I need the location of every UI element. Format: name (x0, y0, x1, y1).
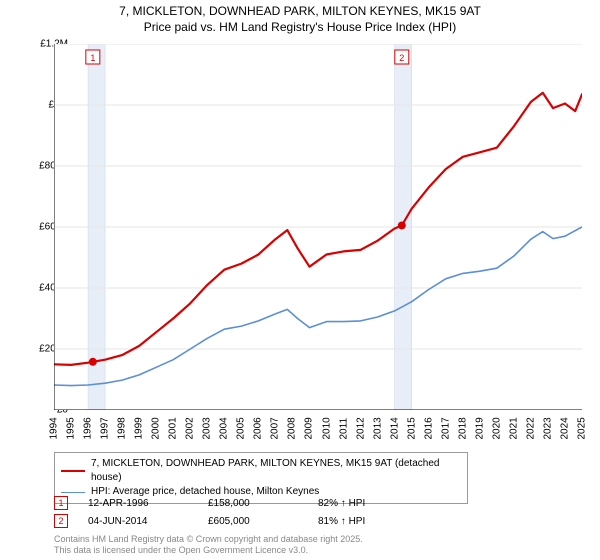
transaction-marker-2: 2 (54, 514, 68, 528)
transaction-date: 12-APR-1996 (88, 498, 188, 509)
x-axis-label: 2010 (321, 428, 332, 440)
transaction-price: £158,000 (208, 498, 298, 509)
x-axis-label: 2020 (491, 428, 502, 440)
x-axis-label: 1994 (49, 428, 60, 440)
x-axis-label: 2019 (474, 428, 485, 440)
transaction-table: 1 12-APR-1996 £158,000 82% ↑ HPI 2 04-JU… (54, 494, 554, 530)
x-axis-label: 1996 (83, 428, 94, 440)
x-axis-label: 1999 (134, 428, 145, 440)
x-axis-label: 2017 (440, 428, 451, 440)
legend-swatch-property (61, 470, 85, 472)
x-axis-label: 2018 (457, 428, 468, 440)
price-chart: 12 (54, 44, 582, 410)
x-axis-label: 2016 (423, 428, 434, 440)
x-axis-label: 2000 (151, 428, 162, 440)
x-axis-label: 1995 (66, 428, 77, 440)
x-axis-label: 2003 (202, 428, 213, 440)
x-axis-label: 2022 (525, 428, 536, 440)
x-axis-label: 2015 (406, 428, 417, 440)
attribution: Contains HM Land Registry data © Crown c… (54, 534, 574, 556)
transaction-price: £605,000 (208, 516, 298, 527)
x-axis-label: 2021 (508, 428, 519, 440)
x-axis-label: 2004 (219, 428, 230, 440)
x-axis-label: 1998 (117, 428, 128, 440)
transaction-pct: 82% ↑ HPI (318, 498, 408, 509)
x-axis-label: 2023 (542, 428, 553, 440)
x-axis-label: 2005 (236, 428, 247, 440)
x-axis-label: 2025 (577, 428, 588, 440)
x-axis-label: 2009 (304, 428, 315, 440)
x-axis-label: 2008 (287, 428, 298, 440)
x-axis-label: 2001 (168, 428, 179, 440)
transaction-pct: 81% ↑ HPI (318, 516, 408, 527)
title-line-2: Price paid vs. HM Land Registry's House … (0, 20, 600, 36)
attribution-line-2: This data is licensed under the Open Gov… (54, 545, 574, 556)
legend-label-property: 7, MICKLETON, DOWNHEAD PARK, MILTON KEYN… (91, 457, 461, 485)
transaction-row: 2 04-JUN-2014 £605,000 81% ↑ HPI (54, 512, 554, 530)
attribution-line-1: Contains HM Land Registry data © Crown c… (54, 534, 574, 545)
x-axis-label: 2007 (270, 428, 281, 440)
x-axis-label: 2002 (185, 428, 196, 440)
svg-text:2: 2 (399, 53, 404, 63)
x-axis-label: 2006 (253, 428, 264, 440)
x-axis-label: 2013 (372, 428, 383, 440)
transaction-date: 04-JUN-2014 (88, 516, 188, 527)
transaction-marker-1: 1 (54, 496, 68, 510)
title-line-1: 7, MICKLETON, DOWNHEAD PARK, MILTON KEYN… (0, 4, 600, 20)
legend-swatch-hpi (61, 492, 85, 493)
x-axis-label: 2012 (355, 428, 366, 440)
x-axis-label: 2014 (389, 428, 400, 440)
transaction-row: 1 12-APR-1996 £158,000 82% ↑ HPI (54, 494, 554, 512)
x-axis-label: 1997 (100, 428, 111, 440)
chart-title: 7, MICKLETON, DOWNHEAD PARK, MILTON KEYN… (0, 4, 600, 35)
x-axis-label: 2011 (338, 428, 349, 440)
svg-text:1: 1 (90, 53, 95, 63)
x-axis-label: 2024 (559, 428, 570, 440)
